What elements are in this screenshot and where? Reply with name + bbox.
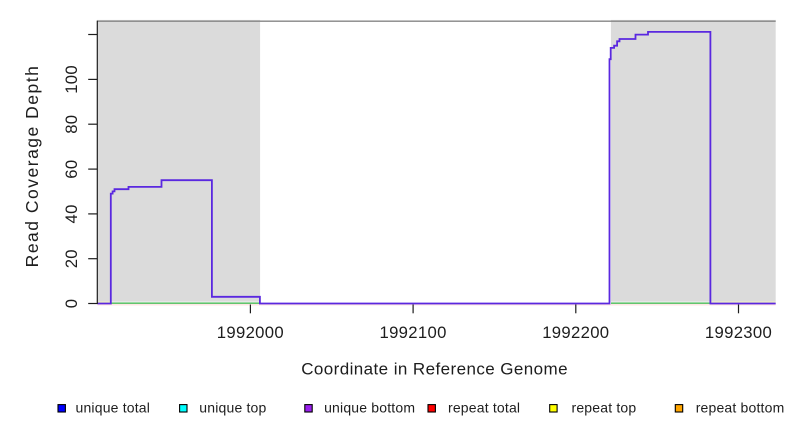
svg-text:unique bottom: unique bottom [324, 400, 415, 416]
svg-text:80: 80 [62, 115, 81, 134]
svg-text:1992000: 1992000 [217, 323, 284, 342]
svg-text:repeat bottom: repeat bottom [696, 400, 785, 416]
svg-text:unique top: unique top [199, 400, 266, 416]
svg-text:repeat total: repeat total [448, 400, 520, 416]
svg-text:1992300: 1992300 [705, 323, 772, 342]
svg-text:20: 20 [62, 249, 81, 268]
svg-text:Coordinate in Reference Genome: Coordinate in Reference Genome [301, 359, 568, 378]
svg-text:unique total: unique total [76, 400, 151, 416]
svg-text:0: 0 [62, 299, 81, 309]
svg-text:60: 60 [62, 159, 81, 178]
svg-text:1992100: 1992100 [379, 323, 446, 342]
svg-text:repeat top: repeat top [572, 400, 637, 416]
svg-text:1992200: 1992200 [542, 323, 609, 342]
svg-text:Read Coverage Depth: Read Coverage Depth [22, 65, 42, 268]
svg-text:40: 40 [62, 204, 81, 223]
svg-text:100: 100 [62, 65, 81, 94]
